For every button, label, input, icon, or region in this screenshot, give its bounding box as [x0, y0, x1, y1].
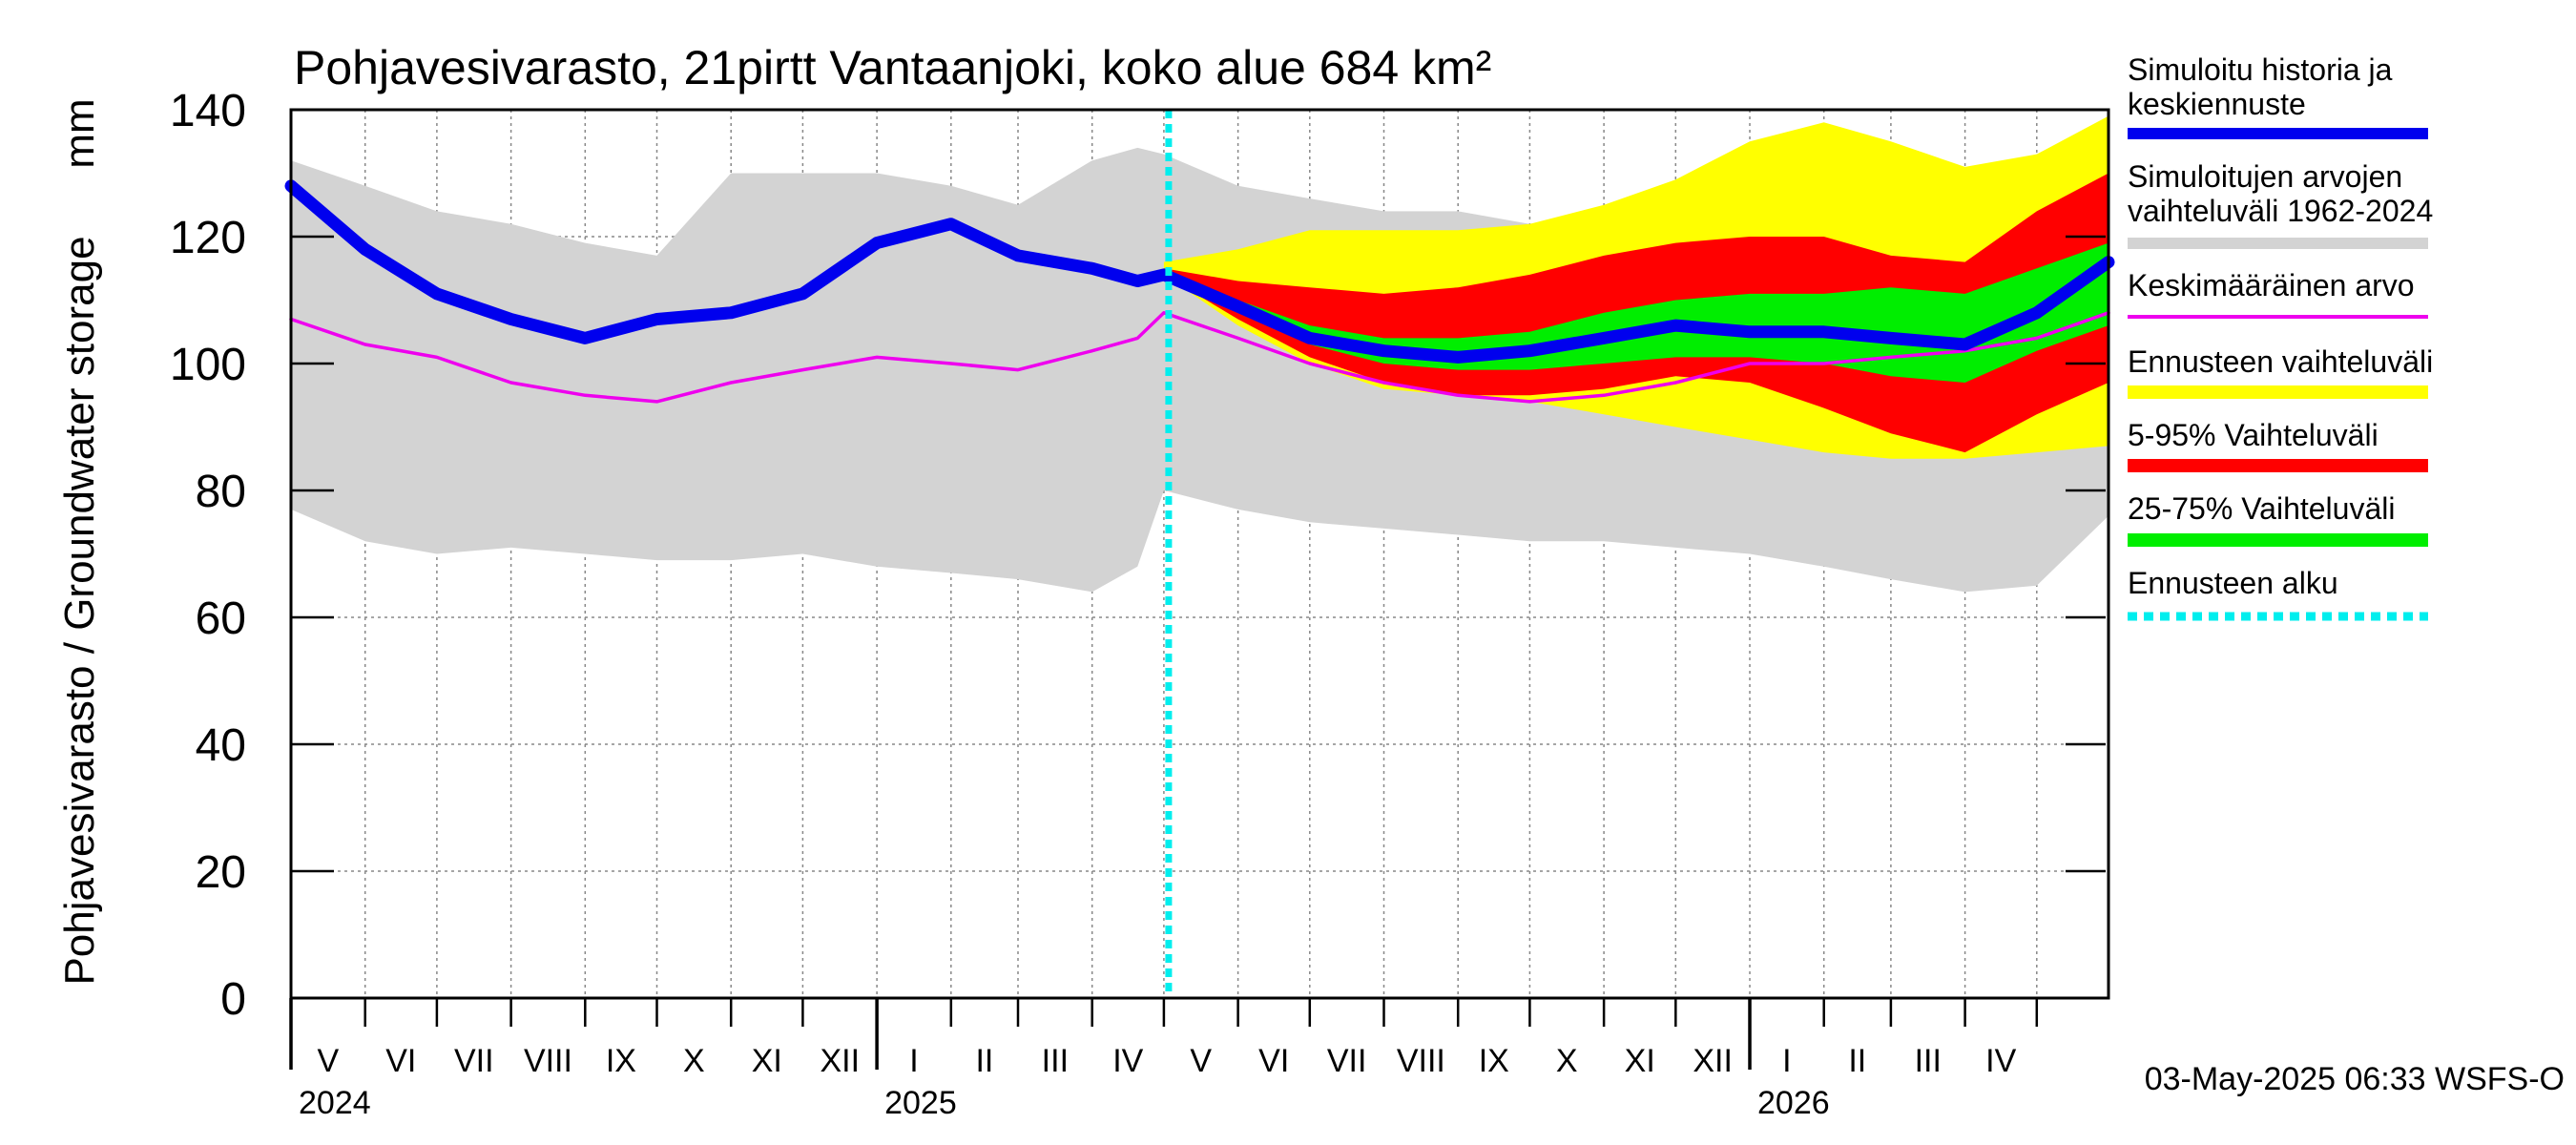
- x-month-label: I: [1782, 1043, 1791, 1079]
- legend-text-start: Ennusteen alku: [2128, 566, 2338, 600]
- y-tick-label: 80: [196, 467, 246, 517]
- x-month-label: XII: [1693, 1043, 1733, 1079]
- x-month-label: IX: [606, 1043, 636, 1079]
- legend-text-p25_75: 25-75% Vaihteluväli: [2128, 491, 2395, 526]
- plot-frame: [289, 108, 2110, 1000]
- y-tick-label: 120: [170, 213, 246, 263]
- x-month-label: X: [1556, 1043, 1578, 1079]
- series-lines: [284, 179, 2115, 404]
- x-year-label: 2025: [884, 1085, 957, 1121]
- y-axis-label: Pohjavesivarasto / Groundwater storage: [56, 236, 103, 985]
- legend-text-sim: Simuloitu historia ja keskiennuste: [2128, 52, 2393, 121]
- x-axis: V VI VII VIII IX X XI XII I II III IV V VI VII VIII IX X X…: [289, 998, 2039, 1121]
- chart-title: Pohjavesivarasto, 21pirtt Vantaanjoki, k…: [294, 41, 1491, 94]
- timestamp: 03-May-2025 06:33 WSFS-O: [2145, 1061, 2565, 1097]
- legend: Simuloitu historia ja keskiennuste Simuloi…: [2128, 52, 2433, 621]
- x-month-label: XI: [1625, 1043, 1655, 1079]
- x-month-label: II: [1848, 1043, 1866, 1079]
- y-tick-label: 140: [170, 86, 246, 136]
- y-tick-label: 100: [170, 340, 246, 390]
- x-month-label: XII: [820, 1043, 860, 1079]
- legend-text-mean: Keskimääräinen arvo: [2128, 268, 2415, 302]
- bands: [291, 115, 2109, 593]
- x-month-label: IV: [1985, 1043, 2016, 1079]
- legend-text-hist: Simuloitujen arvojen vaihteluväli 1962-20…: [2128, 159, 2433, 228]
- x-month-label: IX: [1479, 1043, 1509, 1079]
- y-tick-label: 60: [196, 593, 246, 644]
- y-tick-label: 20: [196, 847, 246, 898]
- x-month-label: III: [1915, 1043, 1942, 1079]
- y-axis: 0 20 40 60 80 100 120 140: [170, 86, 2106, 1025]
- x-month-label: V: [1190, 1043, 1212, 1079]
- x-month-label: IV: [1112, 1043, 1143, 1079]
- x-month-label: I: [909, 1043, 918, 1079]
- x-month-label: VII: [454, 1043, 494, 1079]
- x-month-label: VIII: [1397, 1043, 1445, 1079]
- x-year-label: 2024: [299, 1085, 371, 1121]
- x-month-label: VII: [1327, 1043, 1367, 1079]
- x-month-label: VIII: [524, 1043, 572, 1079]
- legend-text-ens: Ennusteen vaihteluväli: [2128, 344, 2433, 379]
- line-sim: [284, 179, 2115, 364]
- x-month-label: III: [1042, 1043, 1069, 1079]
- x-year-label: 2026: [1757, 1085, 1830, 1121]
- x-month-label: VI: [1258, 1043, 1289, 1079]
- x-month-label: XI: [752, 1043, 782, 1079]
- x-month-label: VI: [385, 1043, 416, 1079]
- x-month-label: X: [683, 1043, 705, 1079]
- x-month-label: V: [318, 1043, 340, 1079]
- y-axis-unit: mm: [56, 98, 103, 168]
- line-mean: [289, 311, 2110, 404]
- x-month-label: II: [975, 1043, 993, 1079]
- y-tick-label: 0: [220, 974, 246, 1025]
- legend-text-p5_95: 5-95% Vaihteluväli: [2128, 418, 2379, 452]
- y-tick-label: 40: [196, 720, 246, 771]
